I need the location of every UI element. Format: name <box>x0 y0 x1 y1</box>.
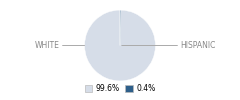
Legend: 99.6%, 0.4%: 99.6%, 0.4% <box>82 81 158 96</box>
Text: HISPANIC: HISPANIC <box>122 41 216 50</box>
Wedge shape <box>84 10 156 81</box>
Wedge shape <box>120 10 121 46</box>
Text: WHITE: WHITE <box>35 41 84 50</box>
